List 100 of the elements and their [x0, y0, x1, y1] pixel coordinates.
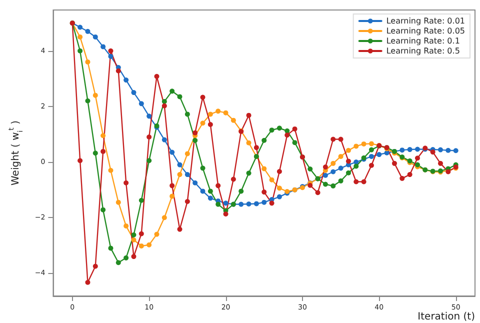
point [368, 141, 374, 146]
point [438, 160, 443, 166]
point [262, 190, 267, 195]
point [223, 212, 228, 217]
point [216, 108, 221, 114]
point [184, 151, 190, 156]
point [184, 172, 190, 178]
point [138, 198, 144, 203]
point [154, 74, 160, 79]
point [170, 88, 175, 94]
point [376, 152, 382, 158]
point [315, 190, 320, 196]
point [108, 48, 114, 54]
point [330, 136, 336, 142]
point [400, 148, 405, 153]
point [208, 112, 213, 117]
point [177, 94, 182, 100]
point [192, 130, 198, 136]
point [407, 147, 412, 152]
point [146, 242, 152, 248]
point [162, 137, 167, 142]
point [108, 246, 114, 251]
point [131, 232, 136, 238]
point [131, 90, 136, 96]
point [116, 260, 121, 266]
point [162, 215, 167, 220]
point [392, 160, 397, 166]
point [85, 59, 90, 64]
point [269, 177, 274, 182]
point [170, 183, 175, 188]
point [276, 126, 282, 131]
point [246, 140, 252, 146]
point [131, 254, 136, 260]
point [85, 98, 90, 104]
point [276, 186, 282, 191]
point [254, 201, 259, 206]
point [292, 126, 298, 132]
point [200, 166, 206, 171]
point [223, 110, 228, 116]
point [407, 172, 412, 178]
point [208, 188, 213, 194]
point [230, 176, 236, 182]
point [322, 172, 328, 178]
point [338, 154, 344, 159]
point [368, 147, 374, 152]
point [85, 280, 90, 285]
point [192, 138, 198, 143]
point [346, 170, 351, 176]
point [170, 194, 175, 199]
point [368, 154, 374, 159]
point [170, 150, 175, 155]
point [322, 182, 328, 187]
point [200, 188, 206, 194]
point [78, 48, 83, 54]
point [116, 68, 121, 74]
point [78, 24, 83, 30]
point [124, 78, 129, 83]
point [184, 112, 190, 117]
point [146, 134, 152, 140]
point [330, 160, 336, 166]
point [177, 172, 182, 178]
point [78, 34, 83, 40]
point [414, 156, 420, 161]
point [78, 158, 83, 164]
point [216, 183, 221, 188]
point [108, 54, 114, 59]
point [238, 202, 244, 207]
point [308, 166, 313, 172]
point [430, 150, 436, 155]
point [92, 264, 98, 269]
point [138, 231, 144, 236]
point [438, 147, 443, 152]
point [154, 232, 160, 237]
point [338, 136, 344, 142]
point [354, 144, 359, 149]
point [100, 44, 106, 50]
point [346, 158, 351, 164]
point [223, 200, 228, 206]
point [238, 188, 244, 194]
point [262, 138, 267, 143]
point [446, 148, 451, 153]
legend-label: Learning Rate: 0.01 [386, 16, 466, 26]
point [414, 146, 420, 152]
point [246, 170, 252, 176]
point [262, 200, 267, 205]
point [284, 132, 290, 138]
point [361, 179, 366, 184]
legend-label: Learning Rate: 0.1 [386, 36, 460, 46]
x-axis-title: Iteration (t) [418, 312, 476, 322]
point [269, 128, 274, 133]
point [92, 92, 98, 98]
point [146, 114, 152, 119]
point [230, 118, 236, 123]
point [100, 133, 106, 138]
point [177, 162, 182, 168]
point [400, 176, 405, 181]
legend-label: Learning Rate: 0.5 [386, 46, 460, 56]
point [330, 169, 336, 174]
point [276, 194, 282, 200]
point [453, 148, 458, 154]
